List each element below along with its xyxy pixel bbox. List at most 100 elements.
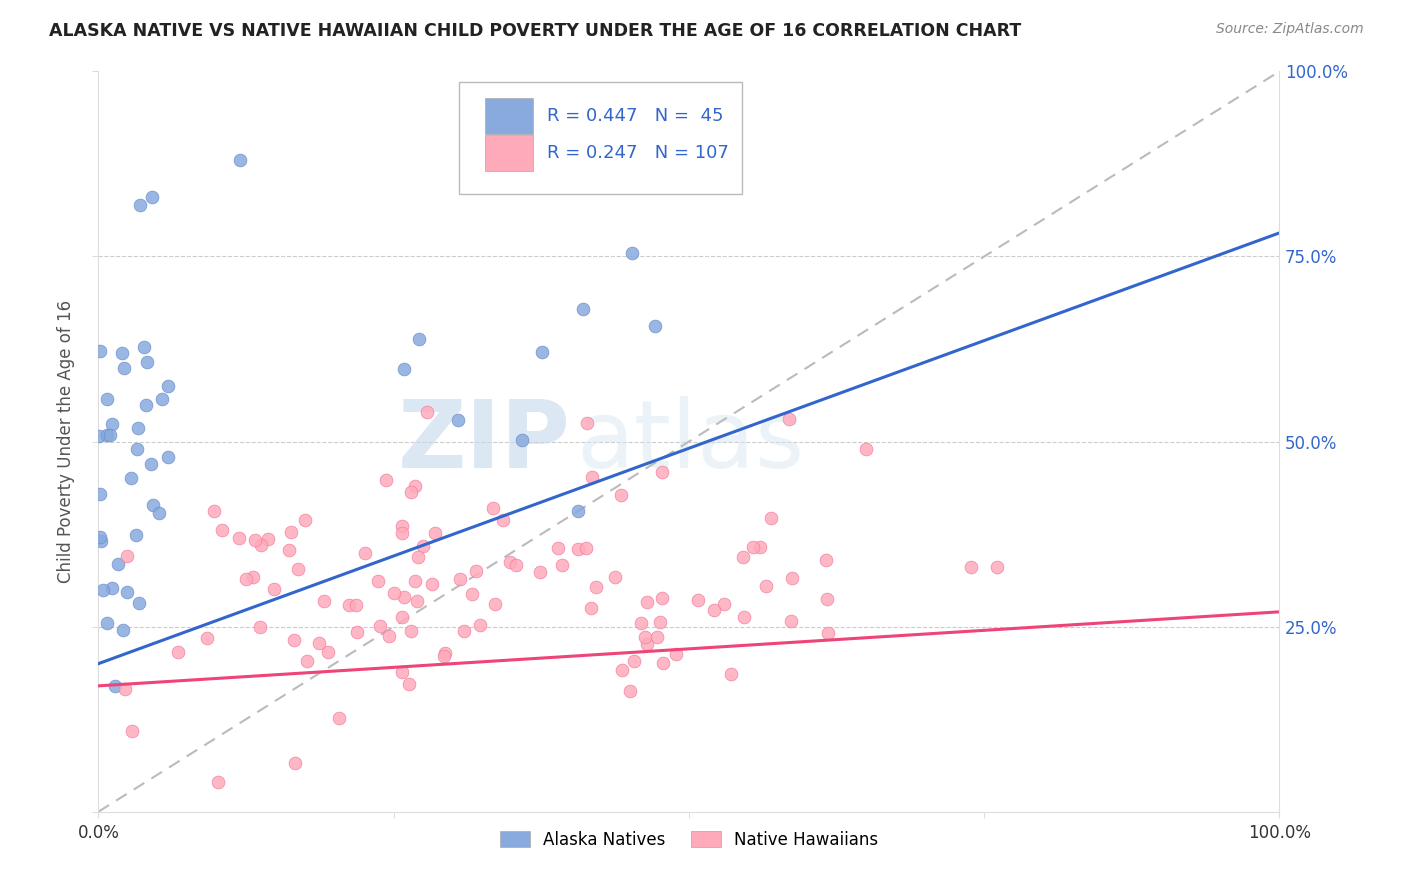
Point (630, 615, 652, 630)
Point (295, 654, 318, 668)
Point (312, 594, 335, 608)
Point (603, 570, 626, 584)
Point (612, 663, 634, 677)
Point (391, 665, 413, 680)
Point (651, 591, 673, 605)
Point (408, 333, 430, 347)
Point (530, 345, 553, 359)
Text: atlas: atlas (576, 395, 806, 488)
Point (228, 531, 250, 545)
Point (207, 775, 229, 789)
Point (482, 501, 505, 516)
Point (567, 504, 589, 518)
Point (368, 619, 391, 633)
Point (449, 572, 471, 586)
Point (344, 598, 367, 612)
Point (551, 558, 574, 572)
Point (287, 562, 309, 576)
Point (257, 532, 280, 546)
Point (734, 610, 756, 624)
Point (815, 592, 838, 607)
Point (128, 596, 150, 610)
Point (337, 598, 360, 612)
Point (650, 615, 672, 629)
Point (406, 549, 429, 564)
Point (284, 756, 307, 770)
Point (141, 190, 163, 204)
Point (367, 574, 389, 588)
Point (398, 677, 420, 691)
Point (817, 625, 839, 640)
Point (484, 597, 506, 611)
Point (461, 587, 484, 601)
Point (283, 632, 305, 647)
Point (98, 428, 121, 442)
Point (433, 649, 456, 664)
Point (401, 485, 423, 500)
Point (148, 507, 170, 521)
Point (572, 301, 595, 316)
Point (434, 646, 457, 660)
Point (650, 465, 672, 479)
Point (623, 654, 645, 668)
Point (742, 541, 765, 555)
Point (112, 360, 135, 375)
Point (391, 518, 413, 533)
Point (280, 524, 302, 539)
Point (394, 361, 416, 376)
Point (142, 499, 165, 513)
Text: ALASKA NATIVE VS NATIVE HAWAIIAN CHILD POVERTY UNDER THE AGE OF 16 CORRELATION C: ALASKA NATIVE VS NATIVE HAWAIIAN CHILD P… (49, 22, 1022, 40)
Point (470, 618, 492, 632)
Point (447, 413, 470, 427)
Point (150, 392, 173, 406)
Point (96, 392, 118, 406)
Point (127, 420, 149, 434)
Point (636, 595, 658, 609)
Point (117, 584, 139, 599)
Point (404, 574, 426, 588)
Point (128, 197, 150, 211)
Point (157, 450, 180, 464)
Point (423, 526, 446, 541)
Point (90, 533, 112, 548)
Point (575, 541, 598, 555)
Point (391, 526, 413, 541)
Point (127, 442, 149, 457)
Text: R = 0.247   N = 107: R = 0.247 N = 107 (547, 144, 730, 161)
Point (412, 539, 434, 553)
Point (250, 538, 273, 552)
Point (96, 428, 118, 442)
FancyBboxPatch shape (458, 82, 742, 194)
Point (652, 657, 675, 671)
Point (465, 564, 488, 578)
Point (382, 586, 405, 600)
Point (121, 724, 143, 739)
Point (249, 620, 271, 634)
Point (634, 630, 657, 644)
Point (141, 457, 163, 471)
Point (242, 570, 264, 584)
Point (749, 540, 772, 554)
Point (619, 684, 641, 698)
Point (263, 582, 285, 596)
Point (720, 667, 742, 681)
Point (229, 153, 252, 168)
Point (96, 616, 118, 631)
Point (202, 504, 225, 518)
Point (104, 679, 127, 693)
Point (576, 417, 599, 431)
Point (814, 553, 837, 567)
Point (686, 593, 709, 607)
FancyBboxPatch shape (485, 98, 533, 134)
Point (620, 246, 643, 260)
Point (346, 625, 368, 640)
Point (328, 711, 350, 725)
Point (399, 624, 422, 638)
Point (404, 479, 426, 493)
Point (195, 632, 218, 646)
Point (89, 487, 111, 501)
Point (91, 582, 114, 597)
Point (100, 581, 122, 595)
Point (375, 473, 398, 487)
Point (135, 398, 157, 412)
